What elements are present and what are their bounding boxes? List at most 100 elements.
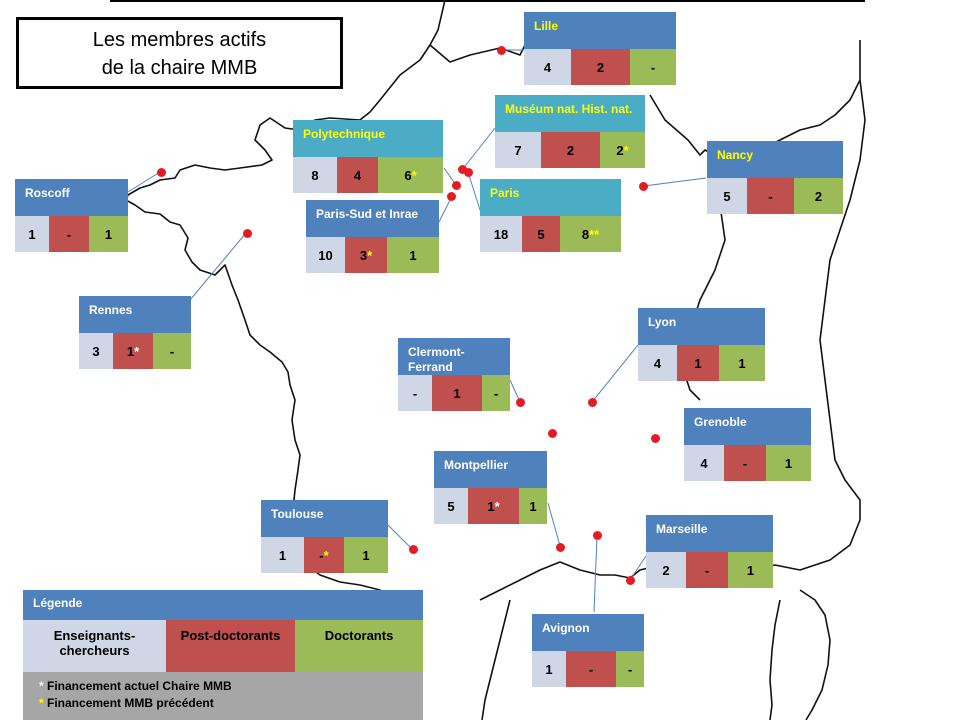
count-value: 1 [738,355,746,371]
site-box-0: Lille 4 2 - [524,12,676,85]
count-value: 1 [104,226,113,242]
site-box-8: Lyon 4 1 1 [638,308,765,381]
site-name: Muséum nat. Hist. nat. [495,95,645,132]
legend-note-previous: * Financement MMB précédent [39,695,423,712]
site-name: Montpellier [434,451,547,488]
site-counts: 5 1 * 1 [434,488,547,524]
count-value: - [169,343,175,359]
funding-star: * [323,547,329,563]
legend-notes: * Financement actuel Chaire MMB * Financ… [23,672,423,720]
site-name: Paris [480,179,621,216]
count-postdoc: 2 [571,49,630,85]
marker-avignon[interactable] [592,530,602,540]
legend-note-current: * Financement actuel Chaire MMB [39,678,423,695]
count-value: 1 [28,226,36,242]
count-doctorants: 1 [728,552,773,588]
site-name: Roscoff [15,179,128,216]
marker-extra[interactable] [547,428,557,438]
count-value: 8 [311,167,319,183]
count-doctorants: - [630,49,676,85]
site-box-13: Marseille 2 - 1 [646,515,773,588]
site-counts: 10 3 * 1 [306,237,439,273]
site-box-1: Muséum nat. Hist. nat. 7 2 2 * [495,95,645,168]
count-enseignants: 4 [684,445,724,481]
site-counts: 4 1 1 [638,345,765,381]
count-postdoc: - [686,552,728,588]
marker-paris-sud[interactable] [446,191,456,201]
site-box-7: Rennes 3 1 * - [79,296,191,369]
count-enseignants: - [398,375,432,411]
count-enseignants: 3 [79,333,113,369]
marker-rennes[interactable] [242,228,252,238]
site-counts: 2 - 1 [646,552,773,588]
count-value: 2 [616,142,624,158]
legend-title: Légende [23,590,423,620]
count-value: 1 [362,547,370,563]
marker-grenoble[interactable] [650,433,660,443]
marker-polytechnique[interactable] [463,167,473,177]
site-counts: 3 1 * - [79,333,191,369]
count-enseignants: 5 [434,488,468,524]
marker-nancy[interactable] [638,181,648,191]
count-value: 4 [543,59,552,75]
site-counts: 18 5 8 ** [480,216,621,252]
count-value: - [493,385,499,401]
site-box-9: Clermont-Ferrand - 1 - [398,338,510,411]
coastline-outline [125,0,866,720]
count-doctorants: 1 [89,216,128,252]
count-value: - [627,661,633,677]
count-postdoc: 4 [337,157,378,193]
count-postdoc: 3 * [345,237,387,273]
count-postdoc: - [724,445,766,481]
marker-paris[interactable] [451,180,461,190]
marker-marseille[interactable] [625,575,635,585]
title-line-1: Les membres actifs [92,29,267,51]
site-name: Rennes [79,296,191,333]
site-counts: 4 - 1 [684,445,811,481]
site-name: Polytechnique [293,120,443,157]
count-enseignants: 18 [480,216,522,252]
count-value: 1 [278,547,287,563]
site-counts: 4 2 - [524,49,676,85]
legend: Légende Enseignants-chercheurs Post-doct… [23,590,423,720]
site-counts: 8 4 6 * [293,157,443,193]
marker-lille[interactable] [496,45,506,55]
count-postdoc: 1 [677,345,719,381]
count-value: 2 [814,188,823,204]
marker-montpellier[interactable] [555,542,565,552]
count-value: 1 [529,498,537,514]
marker-roscoff[interactable] [156,167,166,177]
marker-toulouse[interactable] [408,544,418,554]
count-doctorants: 8 ** [560,216,621,252]
legend-categories: Enseignants-chercheurs Post-doctorants D… [23,620,423,672]
count-enseignants: 1 [15,216,49,252]
marker-museum[interactable] [457,164,467,174]
site-box-6: Roscoff 1 - 1 [15,179,128,252]
count-value: 18 [493,226,509,242]
count-doctorants: 1 [766,445,811,481]
count-postdoc: 1 [432,375,482,411]
count-value: 8 [581,226,590,242]
count-value: 2 [662,562,670,578]
site-box-12: Toulouse 1 - * 1 [261,500,388,573]
legend-doctorants: Doctorants [295,620,423,672]
count-value: - [588,661,594,677]
count-value: 1 [487,498,495,514]
count-value: 5 [723,188,731,204]
count-value: 1 [126,343,135,359]
marker-lyon[interactable] [587,397,597,407]
count-doctorants: 1 [344,537,388,573]
marker-clermont[interactable] [515,397,525,407]
count-doctorants: 1 [719,345,765,381]
site-counts: 5 - 2 [707,178,843,214]
site-name: Clermont-Ferrand [398,338,510,375]
site-counts: 1 - 1 [15,216,128,252]
count-value: 1 [746,562,755,578]
count-value: 3 [359,247,368,263]
count-enseignants: 10 [306,237,345,273]
site-box-5: Paris-Sud et Inrae 10 3 * 1 [306,200,439,273]
site-counts: - 1 - [398,375,510,411]
site-name: Lyon [638,308,765,345]
count-enseignants: 4 [524,49,571,85]
count-value: 4 [653,355,662,371]
